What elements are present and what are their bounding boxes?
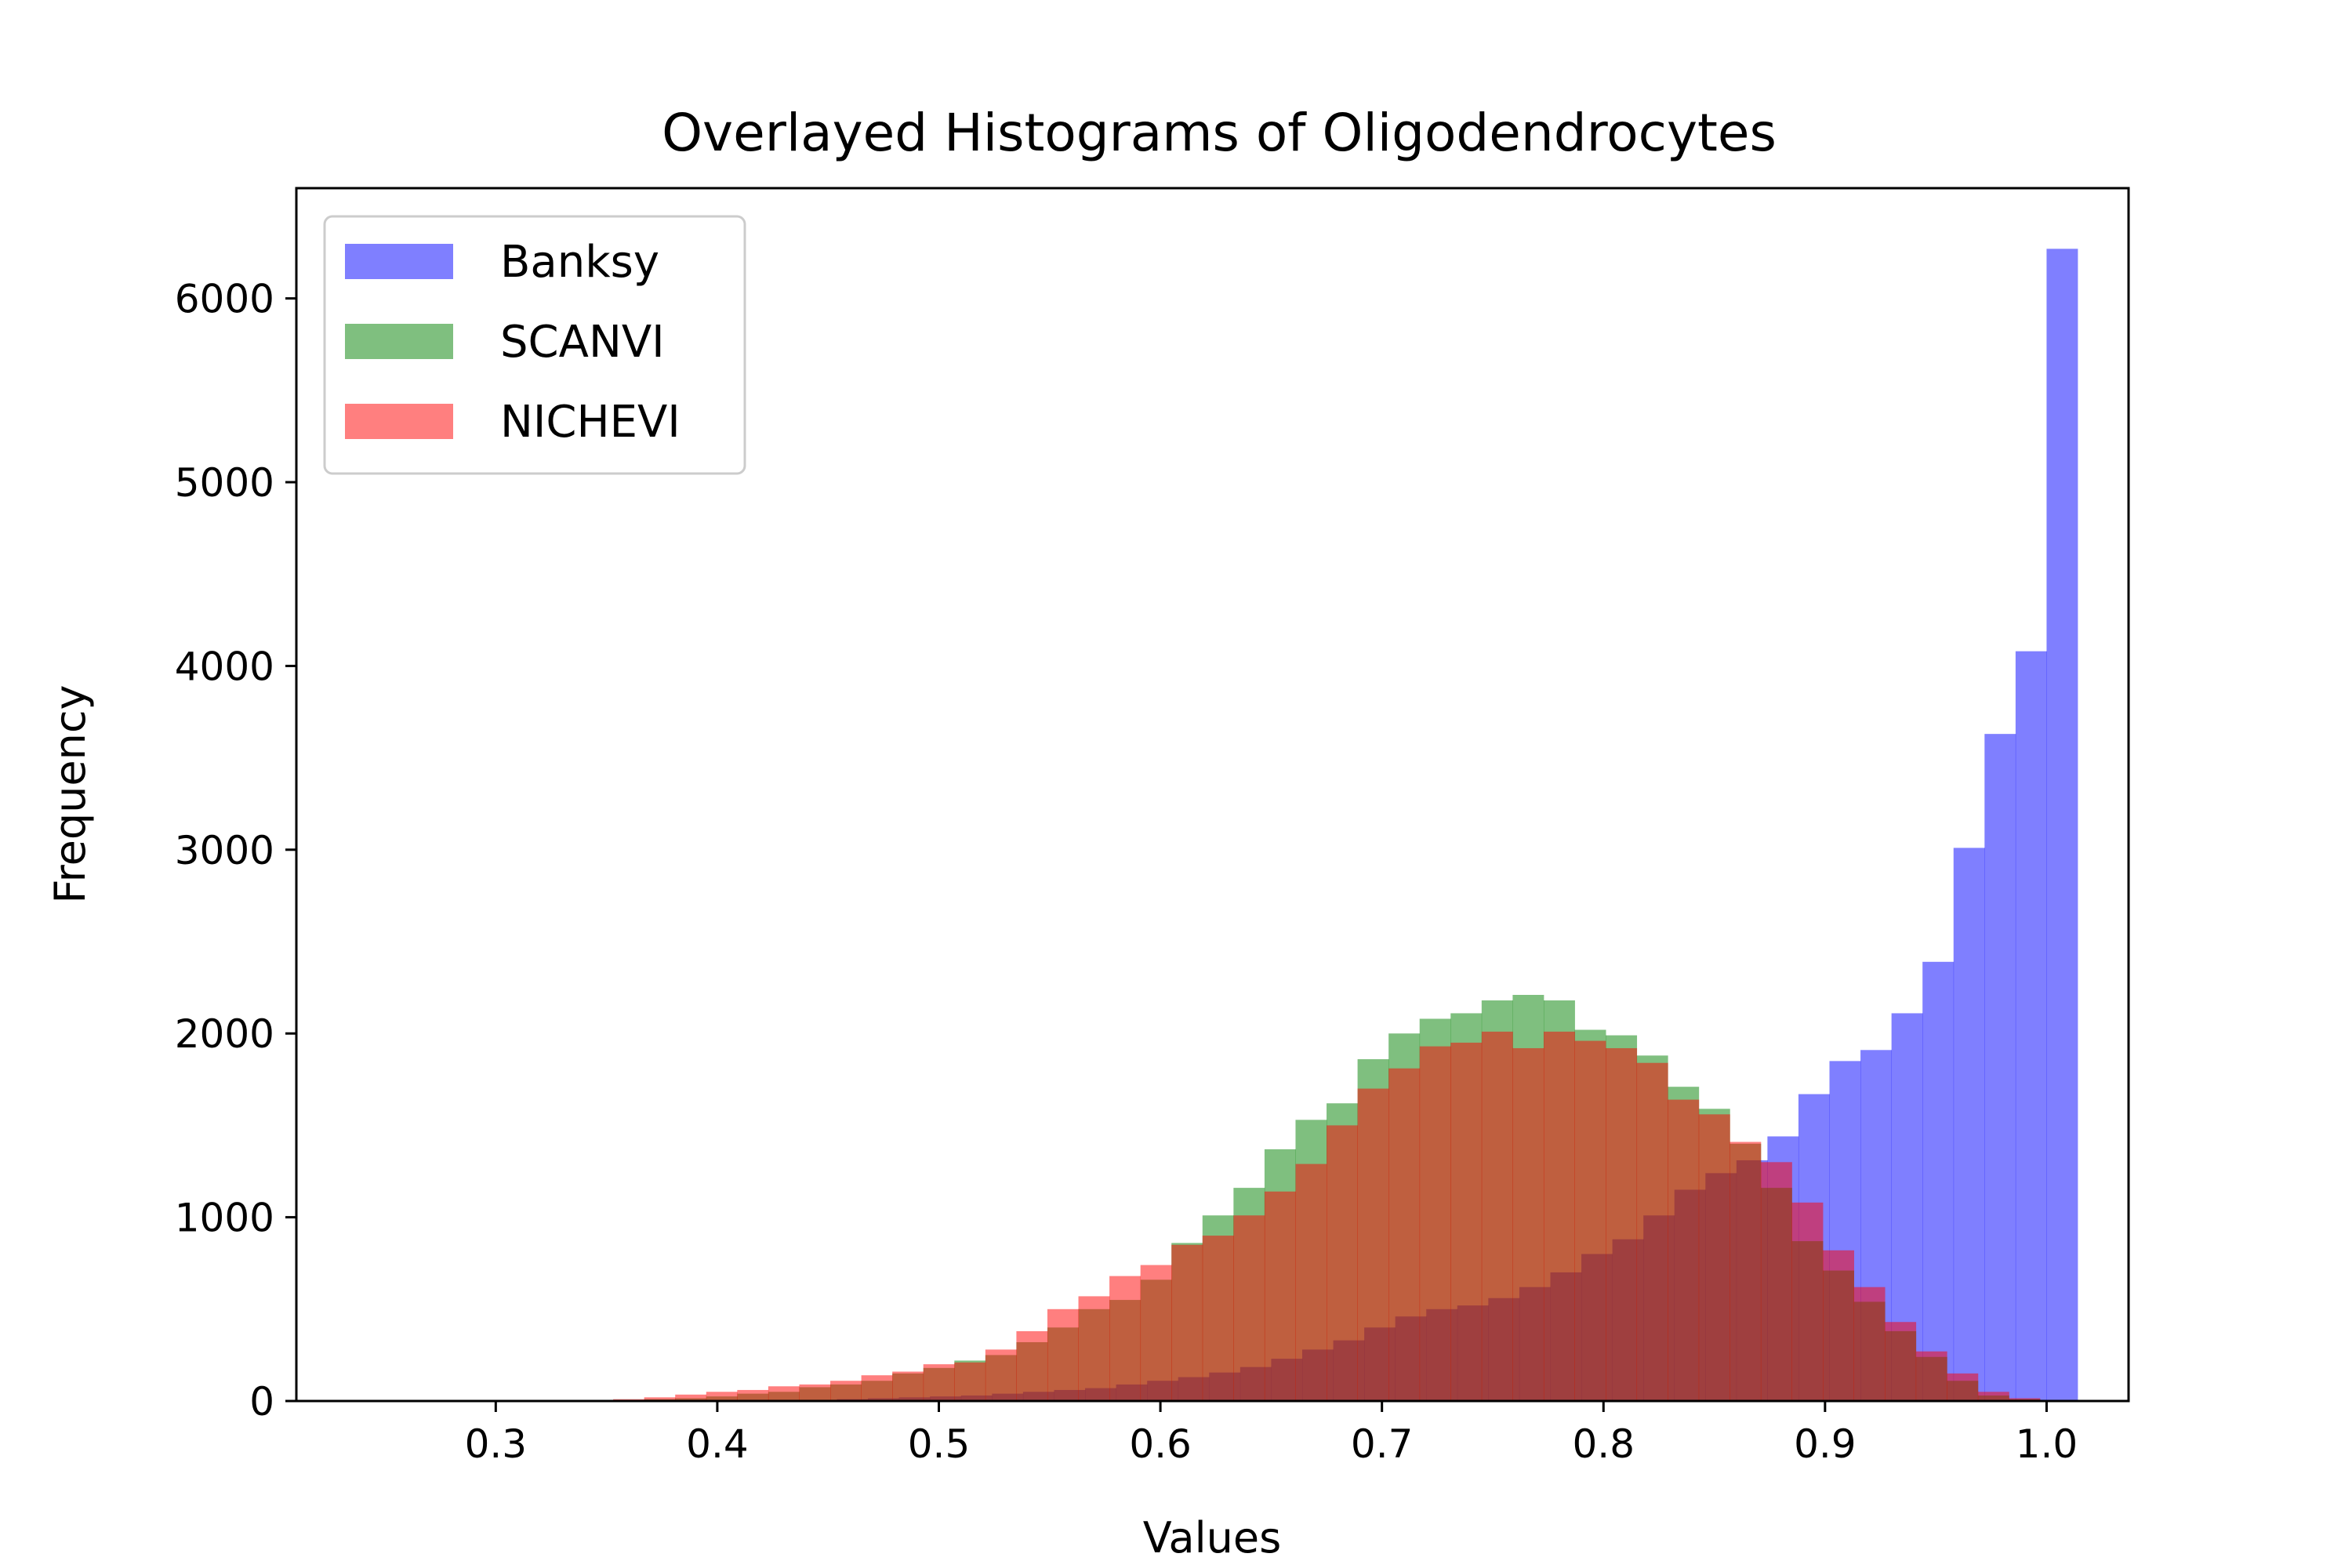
bar-nichevi [1078,1296,1110,1401]
bar-nichevi [1760,1162,1792,1401]
bar-nichevi [675,1394,707,1401]
x-axis-label: Values [1143,1513,1281,1563]
bar-nichevi [737,1389,769,1401]
bar-nichevi [1977,1392,2009,1401]
x-axis-ticks: 0.3 0.4 0.5 0.6 0.7 0.8 0.9 1.0 [465,1401,2078,1467]
legend: Banksy SCANVI NICHEVI [323,215,746,475]
y-tick-label: 4000 [175,644,274,689]
bar-banksy [2046,249,2078,1402]
bar-nichevi [985,1349,1017,1401]
bar-banksy [1953,848,1985,1401]
bar-nichevi [1171,1244,1203,1401]
bar-nichevi [861,1375,893,1401]
bar-nichevi [1512,1047,1544,1401]
bar-nichevi [1047,1308,1079,1401]
x-tick-label: 0.8 [1573,1421,1635,1467]
bar-nichevi [1233,1215,1265,1401]
y-tick-label: 6000 [175,277,274,322]
chart-title: Overlayed Histograms of Oligodendrocytes [662,103,1777,163]
bar-nichevi [1450,1042,1483,1401]
bar-nichevi [1823,1250,1854,1401]
bar-nichevi [830,1381,862,1401]
series-nichevi [613,1031,2041,1401]
bar-nichevi [1606,1047,1638,1401]
bar-nichevi [1295,1163,1327,1401]
x-tick-label: 0.3 [465,1421,528,1467]
bar-nichevi [799,1384,831,1401]
bar-nichevi [644,1397,676,1401]
y-axis-ticks: 0 1000 2000 3000 4000 5000 6000 [175,277,296,1425]
bar-nichevi [1109,1276,1142,1401]
bar-nichevi [923,1364,955,1401]
bar-nichevi [1357,1088,1389,1401]
bar-nichevi [1016,1330,1048,1401]
y-tick-label: 1000 [175,1196,274,1241]
bar-nichevi [1327,1125,1358,1401]
bar-nichevi [706,1392,738,1401]
bar-nichevi [1481,1031,1513,1401]
x-tick-label: 1.0 [2016,1421,2078,1467]
plot-frame [295,187,2130,1403]
legend-label-banksy: Banksy [500,237,659,288]
bar-nichevi [1730,1142,1762,1401]
bar-nichevi [1636,1062,1668,1401]
bar-nichevi [1388,1068,1421,1401]
histogram-bars [613,249,2078,1402]
bar-nichevi [1668,1099,1700,1401]
x-tick-label: 0.5 [908,1421,971,1467]
x-tick-label: 0.9 [1794,1421,1857,1467]
bar-banksy [1922,961,1955,1401]
y-tick-label: 2000 [175,1011,274,1057]
legend-swatch-nichevi [345,404,453,439]
x-tick-label: 0.6 [1129,1421,1192,1467]
legend-label-scanvi: SCANVI [500,317,665,368]
x-tick-label: 0.4 [686,1421,749,1467]
bar-nichevi [1202,1236,1234,1401]
bar-nichevi [1915,1351,1947,1401]
bar-nichevi [2009,1398,2041,1401]
y-tick-label: 3000 [175,828,274,873]
x-tick-label: 0.7 [1351,1421,1414,1467]
bar-nichevi [1574,1040,1606,1401]
bar-nichevi [954,1362,986,1401]
bar-nichevi [768,1386,800,1401]
bar-nichevi [1698,1114,1730,1401]
legend-swatch-scanvi [345,324,453,359]
legend-label-nichevi: NICHEVI [500,397,681,448]
bar-nichevi [1264,1191,1296,1401]
y-axis-label: Frequency [45,685,95,904]
bar-nichevi [892,1371,924,1401]
y-tick-label: 5000 [175,460,274,506]
bar-nichevi [1543,1031,1575,1401]
legend-swatch-banksy [345,244,453,279]
bar-nichevi [1947,1373,1979,1401]
bar-banksy [2015,651,2047,1401]
bar-nichevi [1791,1202,1824,1401]
bar-banksy [1984,734,2016,1401]
bar-nichevi [1853,1287,1886,1401]
bar-nichevi [1140,1265,1172,1401]
y-tick-label: 0 [249,1379,274,1425]
bar-nichevi [1885,1322,1917,1401]
bar-nichevi [1419,1046,1451,1401]
